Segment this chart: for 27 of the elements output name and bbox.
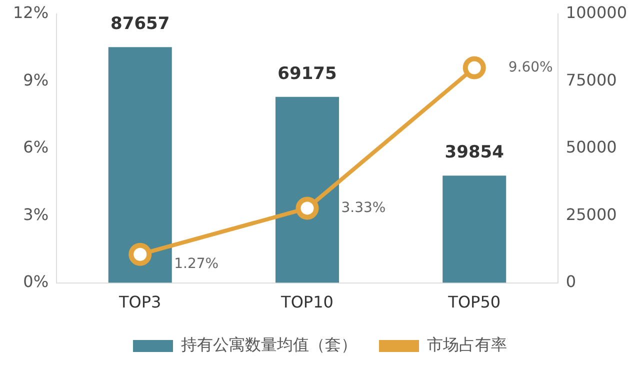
y2-tick-label: 0 <box>566 272 576 291</box>
bar <box>442 176 506 283</box>
x-tick-label: TOP50 <box>447 292 501 312</box>
data-label: 87657 <box>110 14 170 34</box>
x-tick-label: TOP10 <box>280 292 334 312</box>
data-label: 9.60% <box>508 59 553 76</box>
data-label: 39854 <box>444 142 504 163</box>
y2-tick-label: 100000 <box>566 3 627 22</box>
y2-tick-label: 50000 <box>566 138 617 157</box>
y2-tick-label: 25000 <box>566 204 617 224</box>
data-label: 1.27% <box>174 256 219 272</box>
point <box>462 56 486 80</box>
y-tick-label: 3% <box>23 204 49 224</box>
point <box>296 196 319 220</box>
y-tick-label: 6% <box>23 138 49 157</box>
bar <box>275 96 339 283</box>
bar <box>108 47 172 283</box>
x-tick-label: TOP3 <box>118 292 162 312</box>
y-tick-label: 12% <box>13 3 49 22</box>
y2-tick-label: 75000 <box>566 70 617 90</box>
data-label: 69175 <box>278 64 337 84</box>
y-tick-label: 0% <box>23 272 49 291</box>
legend-label: 市场占有率 <box>427 335 507 354</box>
y-tick-label: 9% <box>23 70 49 90</box>
point <box>128 242 152 266</box>
data-label: 3.33% <box>341 200 386 216</box>
legend-label: 持有公寓数量均值（套） <box>181 335 357 354</box>
